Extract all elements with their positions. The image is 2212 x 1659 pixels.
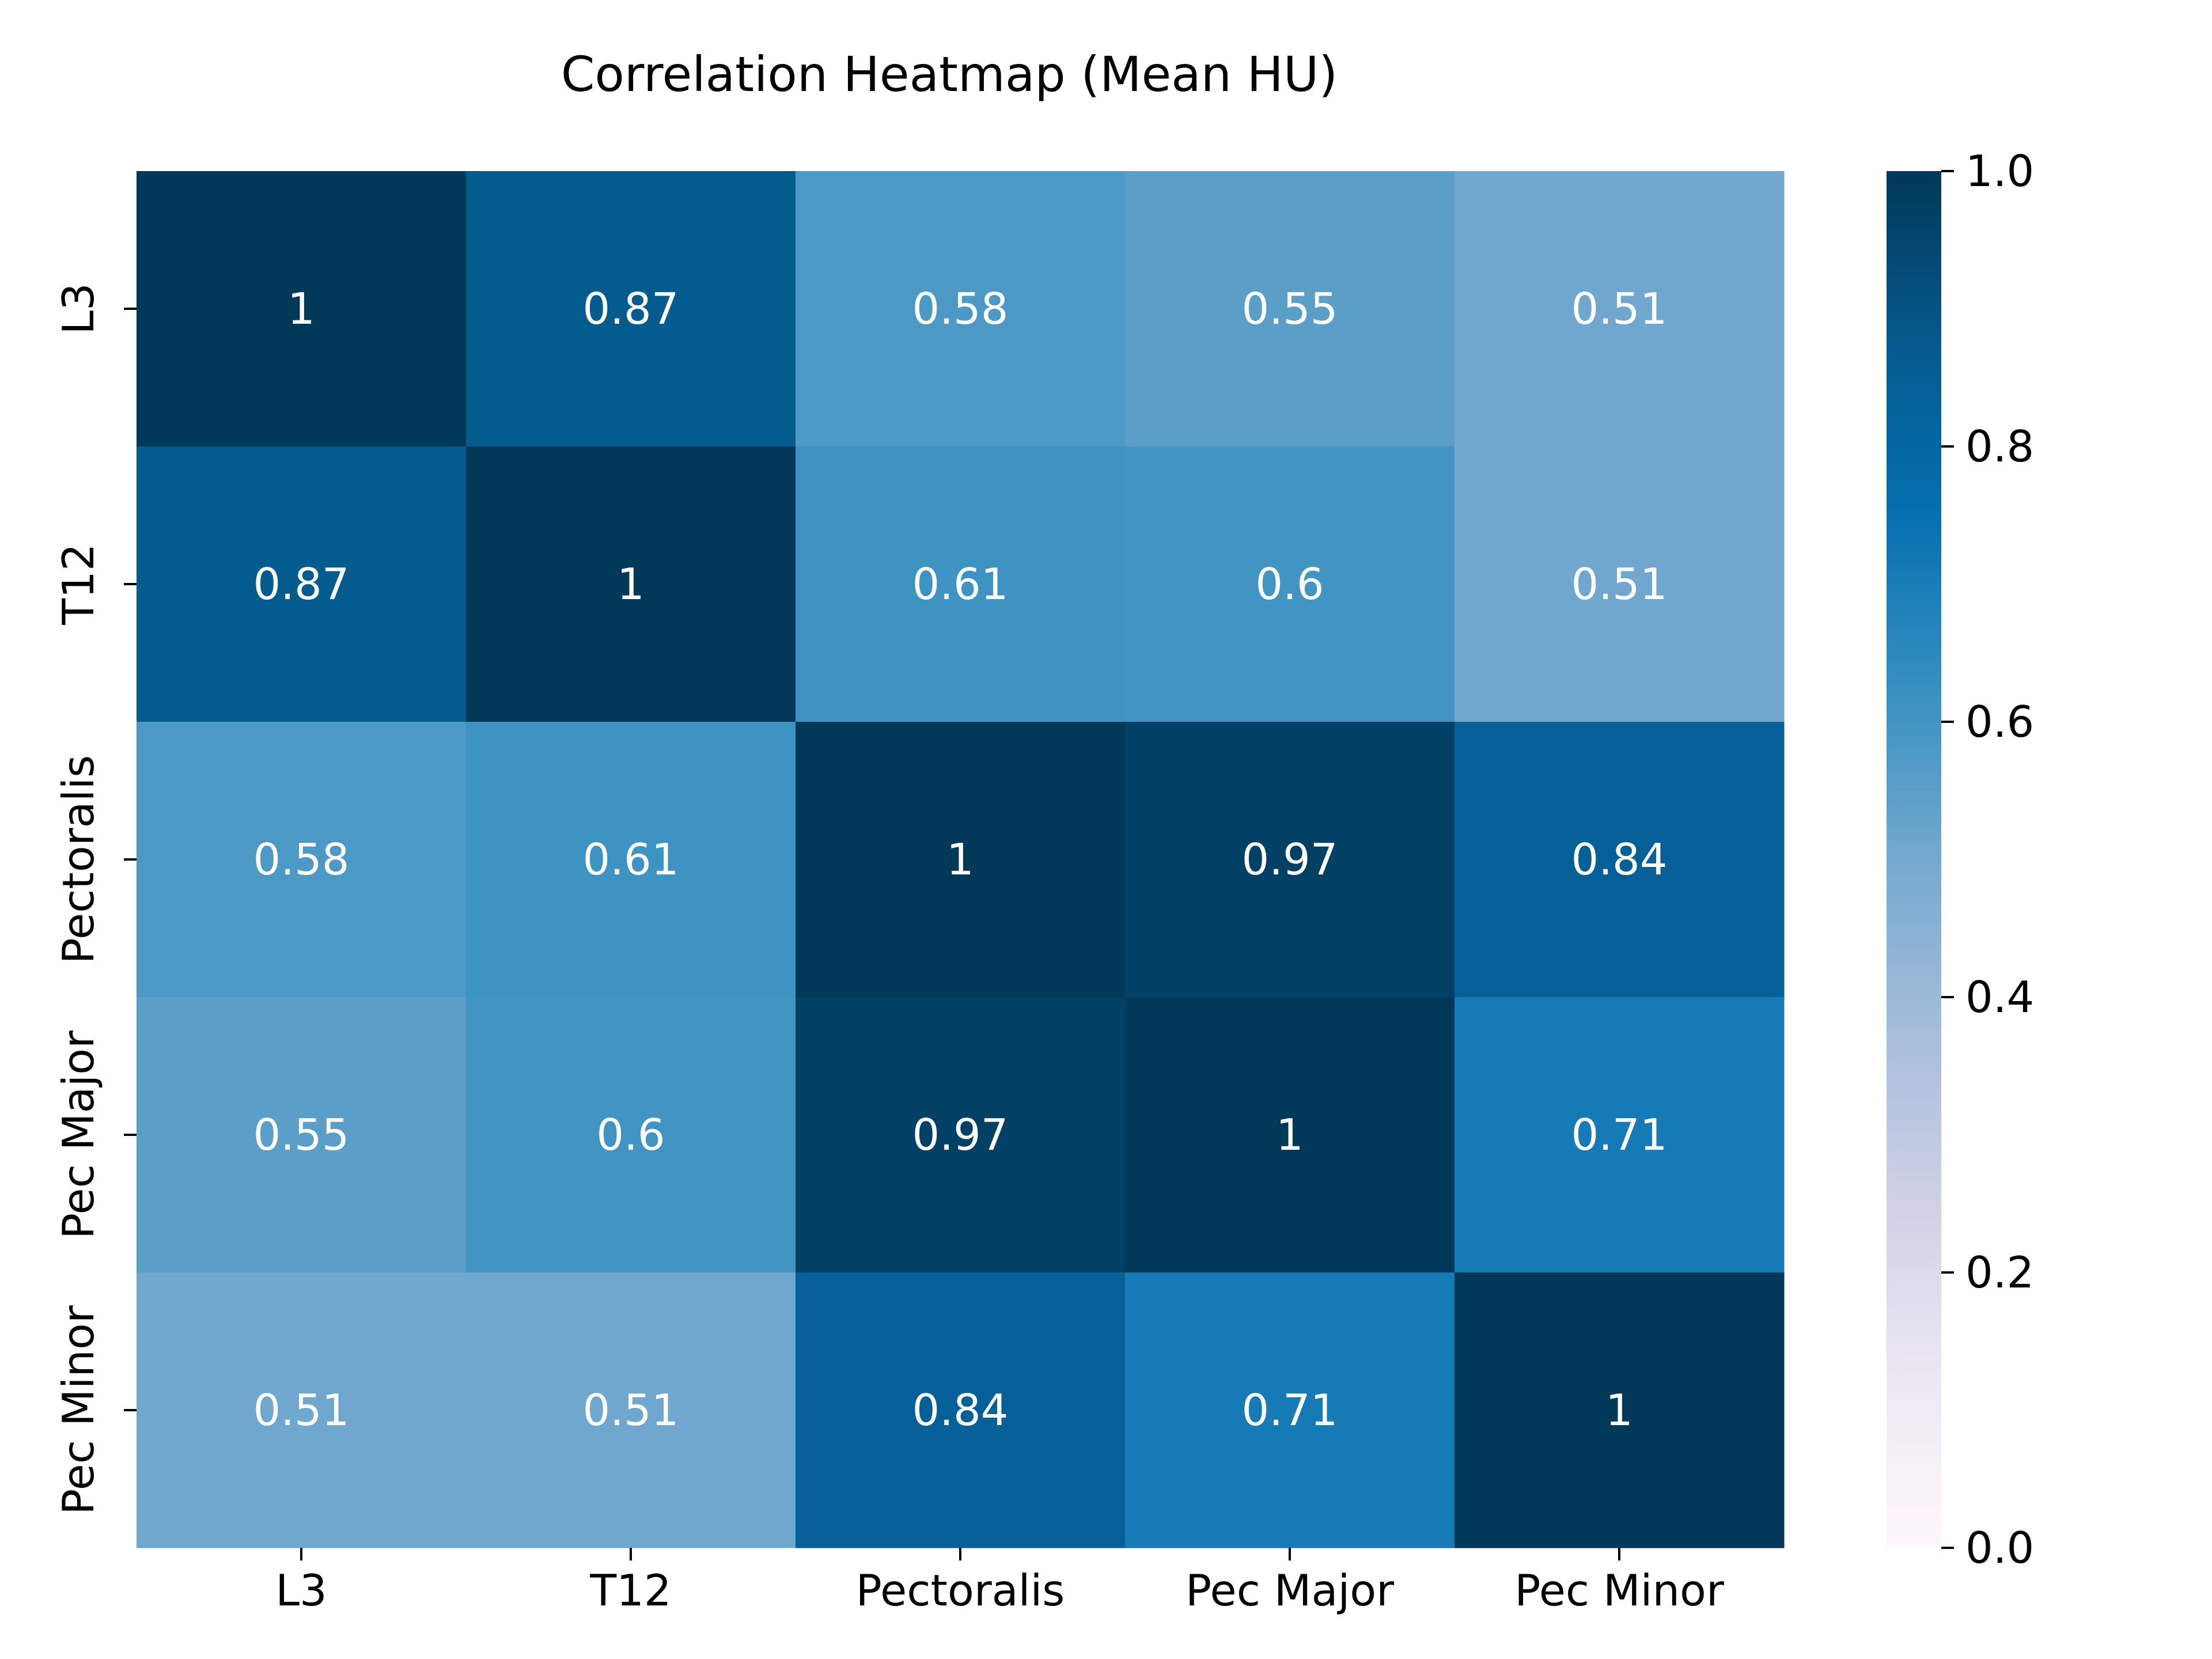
heatmap-cell	[466, 722, 796, 998]
cell-value-label: 0.71	[1242, 1385, 1338, 1435]
y-tick-label: Pec Major	[53, 1031, 104, 1239]
x-tick-label: Pectoralis	[856, 1565, 1065, 1616]
y-tick-label: Pectoralis	[53, 755, 104, 964]
cell-value-label: 0.84	[912, 1385, 1009, 1435]
cell-value-label: 1	[946, 834, 974, 885]
cell-value-label: 0.61	[583, 834, 679, 885]
heatmap-cell	[466, 997, 796, 1273]
y-tick-label: Pec Minor	[53, 1305, 104, 1515]
heatmap-cells: 1 0.87 0.58 0.55 0.510.87 1 0.61 0.6 0.510.58 0.6…	[137, 171, 1785, 1548]
heatmap-cell	[1125, 171, 1455, 447]
heatmap-cell	[466, 1272, 796, 1548]
heatmap-cell	[1455, 997, 1785, 1273]
heatmap-cell	[1455, 722, 1785, 998]
cell-value-label: 1	[1276, 1109, 1304, 1160]
x-axis-ticks: L3 T12 Pectoralis Pec Major Pec Minor	[275, 1548, 1724, 1616]
y-axis-ticks: L3 T12 Pectoralis Pec Major Pec Minor	[53, 283, 137, 1515]
heatmap-cell	[466, 171, 796, 447]
heatmap-cell	[796, 722, 1126, 998]
heatmap-cell	[796, 997, 1126, 1273]
x-tick-label: Pec Major	[1185, 1565, 1394, 1616]
heatmap-cell	[137, 171, 467, 447]
heatmap-cell	[1455, 171, 1785, 447]
cell-value-label: 0.87	[253, 559, 350, 609]
cell-value-label: 0.61	[912, 559, 1009, 609]
cell-value-label: 0.51	[1571, 283, 1668, 334]
colorbar-tick-label: 0.2	[1965, 1247, 2034, 1298]
cell-value-label: 0.58	[253, 834, 350, 885]
heatmap-cell	[1125, 446, 1455, 722]
y-tick-label: L3	[53, 283, 104, 335]
cell-value-label: 0.58	[912, 283, 1009, 334]
cell-value-label: 0.84	[1571, 834, 1668, 885]
colorbar-tick-label: 0.0	[1965, 1522, 2034, 1573]
heatmap-cell	[466, 446, 796, 722]
cell-value-label: 0.6	[596, 1109, 665, 1160]
x-tick-label: Pec Minor	[1514, 1565, 1724, 1616]
heatmap-cell	[137, 722, 467, 998]
heatmap-cell	[137, 997, 467, 1273]
heatmap-cell	[1125, 722, 1455, 998]
heatmap-cell	[1455, 446, 1785, 722]
y-tick-label: T12	[53, 543, 104, 625]
cell-value-label: 0.71	[1571, 1109, 1668, 1160]
colorbar-gradient	[1887, 171, 1941, 1548]
cell-value-label: 1	[287, 283, 315, 334]
heatmap-cell	[1125, 1272, 1455, 1548]
cell-value-label: 0.97	[1242, 834, 1338, 885]
x-tick-label: L3	[275, 1565, 327, 1616]
chart-title: Correlation Heatmap (Mean HU)	[561, 46, 1338, 103]
cell-value-label: 0.55	[1242, 283, 1338, 334]
cell-value-label: 0.87	[583, 283, 679, 334]
cell-value-label: 1	[617, 559, 645, 609]
cell-value-label: 0.97	[912, 1109, 1009, 1160]
colorbar-tick-label: 0.6	[1965, 696, 2034, 747]
cell-value-label: 0.6	[1255, 559, 1324, 609]
colorbar-tick-label: 0.8	[1965, 421, 2034, 472]
heatmap-cell	[137, 446, 467, 722]
cell-value-label: 0.51	[1571, 559, 1668, 609]
colorbar-tick-label: 0.4	[1965, 972, 2034, 1022]
colorbar-tick-label: 1.0	[1965, 146, 2034, 196]
cell-value-label: 0.51	[583, 1385, 679, 1435]
cell-value-label: 1	[1605, 1385, 1633, 1435]
heatmap-cell	[1125, 997, 1455, 1273]
heatmap-cell	[796, 1272, 1126, 1548]
cell-value-label: 0.55	[253, 1109, 350, 1160]
heatmap-cell	[137, 1272, 467, 1548]
cell-value-label: 0.51	[253, 1385, 350, 1435]
heatmap-cell	[1455, 1272, 1785, 1548]
heatmap-cell	[796, 446, 1126, 722]
colorbar: 0.0 0.2 0.4 0.6 0.8 1.0	[1887, 146, 2034, 1573]
heatmap-cell	[796, 171, 1126, 447]
x-tick-label: T12	[589, 1565, 671, 1616]
